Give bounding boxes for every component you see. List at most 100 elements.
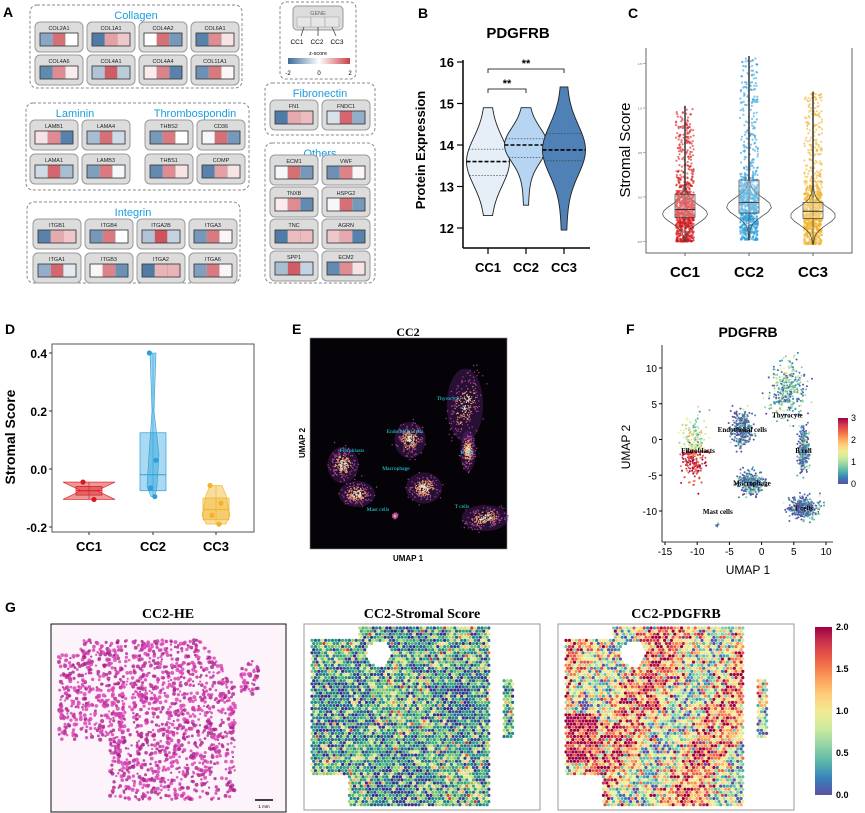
cluster-points (761, 351, 814, 428)
zscore-cell (91, 65, 105, 80)
zscore-cell (112, 164, 126, 179)
y-axis-label: UMAP 2 (619, 424, 633, 469)
gene-name: COL4A4 (152, 59, 173, 65)
zscore-cell (287, 261, 301, 276)
x-tick-label: CC2 (734, 264, 764, 281)
y-tick-label: -10 (643, 507, 658, 518)
zscore-cell (201, 130, 215, 145)
y-tick-label: 12 (440, 221, 454, 236)
gene-tile: ITGA2B (136, 218, 186, 250)
gene-tile: ITGB3 (84, 252, 134, 284)
chart-title: PDGFRB (718, 324, 777, 340)
y-tick-label: 14 (440, 138, 455, 153)
gene-group-box (264, 142, 376, 284)
y-tick-label: 0.4 (30, 347, 47, 361)
zscore-cell (193, 263, 207, 278)
colorbar-tick: 0.0 (836, 790, 849, 800)
panel-label-b: B (418, 5, 428, 21)
panel-f-umap-scatter: PDGFRB UMAP 1 UMAP 2 -15 -10 -5 0 5 10-10-505… (619, 324, 856, 577)
data-point (91, 496, 97, 503)
y-tick-label: 5 (651, 400, 657, 411)
gene-tile: LAMA1 (29, 153, 79, 185)
gene-name: HSPG2 (337, 191, 356, 197)
spatial-colorbar (815, 627, 832, 795)
cluster-label: B cell (461, 450, 474, 456)
x-tick-label: CC1 (76, 539, 102, 554)
gene-tile: COL2A1 (34, 21, 84, 53)
zscore-cell (154, 263, 168, 278)
zscore-cell (141, 229, 155, 244)
cluster-points (796, 421, 811, 479)
x-axis-label: UMAP 1 (393, 554, 424, 563)
zscore-cell (175, 130, 189, 145)
gene-name: ITGA3 (205, 223, 221, 229)
gene-tile: TNC (269, 218, 319, 250)
y-tick-label: -0.2 (26, 521, 47, 535)
gene-name: COL6A1 (204, 26, 225, 32)
colorbar-tick: 1.0 (836, 706, 849, 716)
violin-cc2 (504, 107, 548, 206)
data-point (148, 485, 154, 491)
legend-tick: -2 (285, 71, 291, 77)
zscore-cell (104, 65, 118, 80)
gene-name: COL4A1 (100, 59, 121, 65)
zscore-cell (162, 164, 176, 179)
zscore-cell (154, 229, 168, 244)
zscore-cell (326, 229, 340, 244)
zscore-cell (214, 164, 228, 179)
gene-name: ECM1 (286, 159, 301, 165)
panel-label-a: A (3, 4, 13, 20)
gene-name: LAMA4 (97, 124, 115, 130)
gene-tile: THBS2 (144, 119, 194, 151)
gene-tile: ITGA1 (32, 252, 82, 284)
gene-group-title: Collagen (114, 10, 157, 22)
gene-name: ITGB4 (101, 223, 117, 229)
cluster-label: Macrophage (733, 479, 771, 487)
panel-g-spatial-maps: CC2-HE CC2-Stromal Score CC2-PDGFRB 1 mm… (50, 607, 849, 813)
gene-name: LAMB3 (97, 158, 115, 164)
gene-tile: ECM1 (269, 154, 319, 186)
zscore-cell (47, 164, 61, 179)
zscore-cell (117, 65, 131, 80)
colorbar-tick: 0.5 (836, 748, 849, 758)
zscore-cell (227, 164, 241, 179)
zscore-cell (169, 65, 183, 80)
panel-a-gene-heatmap: Collagen COL2A1 COL1A1 COL4A2 COL6A1 COL4A6 CO… (25, 1, 376, 284)
y-tick-label: 13 (440, 180, 454, 195)
colorbar-tick: 2 (851, 435, 856, 445)
significance-bracket (487, 88, 527, 93)
y-tick-label: -0.5 (637, 240, 643, 244)
zscore-cell (352, 229, 366, 244)
zscore-cell (149, 130, 163, 145)
gene-tile: COL6A1 (190, 21, 240, 53)
pdgfrb-title: CC2-PDGFRB (631, 607, 720, 622)
gene-name: ITGA6 (205, 257, 221, 263)
zscore-cell (287, 110, 301, 125)
cluster-label: Fibroblasts (681, 447, 715, 455)
gene-tile: COMP (196, 153, 246, 185)
panel-label-g: G (5, 599, 16, 615)
gene-tile: COL4A2 (138, 21, 188, 53)
zscore-cell (300, 110, 314, 125)
y-tick-label: 0 (651, 436, 657, 447)
zscore-cell (339, 229, 353, 244)
gene-name: CD36 (214, 124, 228, 130)
gene-name: FN1 (289, 104, 299, 110)
gene-tile: ITGA6 (188, 252, 238, 284)
data-point (218, 500, 224, 506)
gene-tile: VWF (321, 154, 371, 186)
zscore-cell (141, 263, 155, 278)
zscore-cell (326, 110, 340, 125)
zscore-cell (326, 197, 340, 212)
zscore-cell (89, 263, 103, 278)
zscore-cell (65, 65, 79, 80)
zscore-cell (65, 32, 79, 47)
zscore-cell (195, 65, 209, 80)
gene-name: ECM2 (338, 255, 353, 261)
data-point (152, 493, 158, 500)
x-tick-label: CC2 (140, 539, 166, 554)
zscore-cell (287, 229, 301, 244)
gene-tile: AGRN (321, 218, 371, 250)
x-tick-label: 10 (820, 547, 832, 558)
gene-name: AGRN (338, 223, 354, 229)
